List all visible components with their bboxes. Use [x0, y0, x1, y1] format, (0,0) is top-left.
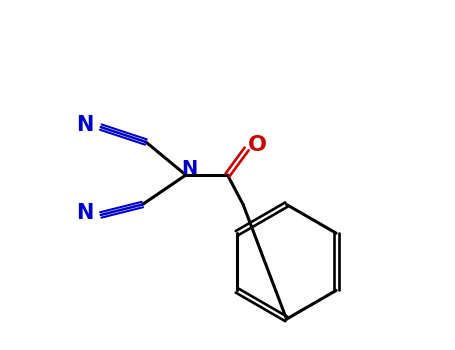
- Text: N: N: [76, 116, 94, 135]
- Text: N: N: [181, 159, 197, 178]
- Text: O: O: [248, 135, 267, 155]
- Text: N: N: [76, 203, 94, 223]
